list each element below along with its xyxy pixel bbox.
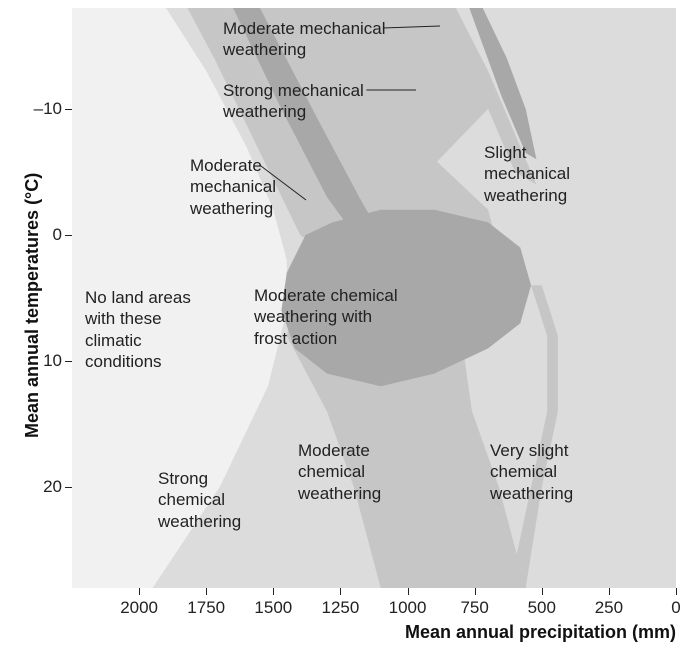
x-tick-mark xyxy=(139,588,140,595)
x-tick-mark xyxy=(676,588,677,595)
x-tick-label: 0 xyxy=(654,598,689,618)
x-tick-label: 750 xyxy=(453,598,497,618)
x-tick-label: 1250 xyxy=(318,598,362,618)
x-tick-mark xyxy=(273,588,274,595)
y-tick-label: 10 xyxy=(43,351,62,371)
x-tick-mark xyxy=(408,588,409,595)
y-tick-mark xyxy=(65,361,72,362)
x-tick-mark xyxy=(206,588,207,595)
x-tick-label: 1750 xyxy=(184,598,228,618)
y-tick-label: 0 xyxy=(53,225,62,245)
region-label-moderate_chem_frost: Moderate chemical weathering with frost … xyxy=(254,285,398,349)
x-axis-label: Mean annual precipitation (mm) xyxy=(405,622,676,643)
region-label-slight_mech: Slight mechanical weathering xyxy=(484,142,570,206)
region-label-strong_chem: Strong chemical weathering xyxy=(158,468,241,532)
x-tick-mark xyxy=(340,588,341,595)
x-tick-label: 500 xyxy=(520,598,564,618)
region-label-very_slight_chem: Very slight chemical weathering xyxy=(490,440,573,504)
region-label-moderate_chem: Moderate chemical weathering xyxy=(298,440,381,504)
y-tick-mark xyxy=(65,109,72,110)
x-tick-label: 250 xyxy=(587,598,631,618)
weathering-diagram: Mean annual temperatures (°C) Mean annua… xyxy=(0,0,689,669)
y-tick-label: 20 xyxy=(43,477,62,497)
x-tick-label: 1000 xyxy=(386,598,430,618)
y-tick-mark xyxy=(65,487,72,488)
y-tick-label: –10 xyxy=(34,99,62,119)
x-tick-mark xyxy=(475,588,476,595)
x-tick-mark xyxy=(609,588,610,595)
x-tick-mark xyxy=(542,588,543,595)
x-tick-label: 2000 xyxy=(117,598,161,618)
x-tick-label: 1500 xyxy=(251,598,295,618)
y-axis-label: Mean annual temperatures (°C) xyxy=(22,173,43,438)
y-tick-mark xyxy=(65,235,72,236)
